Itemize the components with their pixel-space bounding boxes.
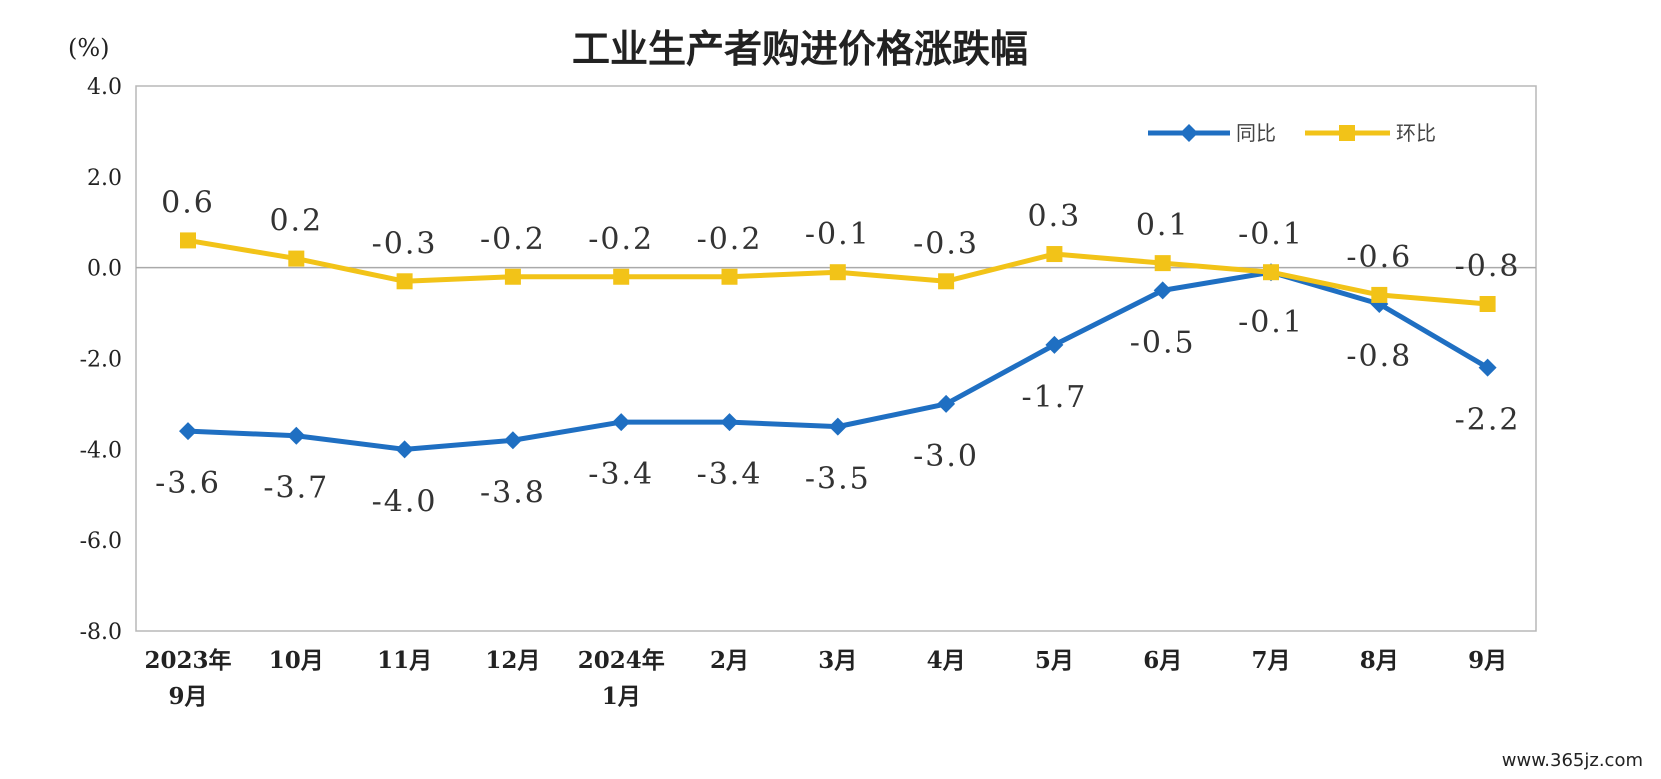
data-label-mom: -0.2 [697,222,763,257]
data-label-yoy: -3.4 [588,457,654,492]
data-label-yoy: -3.8 [480,475,546,510]
data-point-mom [829,264,846,281]
data-label-yoy: -0.5 [1130,325,1196,360]
data-label-yoy: -3.7 [263,471,329,506]
x-tick-label: 2月 [710,647,749,674]
legend-label-yoy: 同比 [1236,121,1276,145]
y-unit-label: (%) [68,34,110,62]
data-point-mom [1046,246,1063,263]
x-tick-label: 6月 [1143,647,1182,674]
data-label-yoy: -3.6 [155,466,221,501]
data-label-yoy: -3.0 [913,439,979,474]
x-tick-label: 5月 [1035,647,1074,674]
legend-label-mom: 环比 [1396,121,1436,145]
data-label-mom: -0.3 [372,226,438,261]
data-point-mom [721,268,738,285]
watermark: www.365jz.com [1501,750,1643,771]
data-label-mom: -0.3 [913,226,979,261]
data-label-mom: 0.2 [269,204,323,239]
data-point-yoy [937,394,956,413]
data-label-yoy: -3.4 [697,457,763,492]
x-tick-label: 12月 [485,647,540,674]
y-tick-label: -6.0 [80,529,122,554]
data-label-yoy: -4.0 [372,484,438,519]
x-axis: 2023年 9月 10月 11月 12月 2024年 1月 2月 3月 4月 5月 6月 7月 8月 9月 [144,647,1507,710]
y-tick-label: -4.0 [80,438,122,463]
data-point-mom [1371,286,1388,303]
data-point-yoy [1045,335,1064,354]
data-point-yoy [179,422,197,441]
data-point-yoy [1478,358,1497,377]
series-layer: -3.6 -3.7 -4.0 -3.8 -3.4 -3.4 -3.5 -3.0 -1.7 -0.5… [155,185,1521,519]
y-tick-label: 0.0 [87,257,122,282]
data-point-yoy [828,417,847,436]
data-point-yoy [720,413,739,432]
y-tick-label: -2.0 [80,348,122,373]
legend-marker-yoy [1180,124,1198,142]
data-point-mom [1263,264,1279,281]
data-label-mom: 0.6 [161,185,215,220]
data-label-mom: 0.3 [1028,199,1082,234]
data-label-yoy: -2.2 [1455,403,1521,438]
data-label-mom: -0.1 [1238,217,1304,252]
data-point-mom [938,273,955,290]
data-label-mom: -0.6 [1346,240,1412,275]
data-point-yoy [612,413,631,432]
data-label-yoy: -0.1 [1238,305,1304,340]
x-tick-label: 9月 [168,683,207,710]
x-tick-label: 2023年 [144,647,231,674]
data-label-yoy: -1.7 [1021,380,1087,415]
data-label-yoy: -3.5 [805,462,871,497]
data-label-yoy: -0.8 [1346,339,1412,374]
x-tick-label: 2024年 [578,647,665,674]
y-tick-label: 2.0 [87,166,122,191]
x-tick-label: 9月 [1468,647,1507,674]
legend-marker-mom [1339,125,1355,141]
y-tick-label: -8.0 [80,620,122,645]
data-label-mom: -0.8 [1455,249,1521,284]
data-point-mom [1154,255,1171,272]
x-tick-label: 3月 [818,647,857,674]
data-label-mom: -0.2 [588,222,654,257]
y-tick-label: 4.0 [87,75,122,100]
x-tick-label: 4月 [927,647,966,674]
data-label-mom: 0.1 [1136,208,1190,243]
legend: 同比 环比 [1148,121,1436,145]
x-tick-label: 1月 [602,683,641,710]
x-tick-label: 10月 [269,647,324,674]
data-point-yoy [1153,281,1172,300]
x-tick-label: 8月 [1360,647,1399,674]
data-point-mom [1479,296,1496,312]
data-label-mom: -0.1 [805,217,871,252]
data-point-mom [613,268,630,285]
x-tick-label: 11月 [377,647,432,674]
x-tick-label: 7月 [1251,647,1290,674]
data-point-yoy [503,431,522,450]
data-label-mom: -0.2 [480,222,546,257]
data-point-mom [180,232,196,249]
data-point-mom [504,268,521,285]
y-axis: 4.0 2.0 0.0 -2.0 -4.0 -6.0 -8.0 [80,75,122,645]
data-point-yoy [395,440,414,459]
data-point-mom [288,250,305,267]
data-point-mom [396,273,413,290]
chart-title: 工业生产者购进价格涨跌幅 [572,27,1028,71]
plot-frame [135,85,1537,632]
data-point-yoy [287,426,306,445]
